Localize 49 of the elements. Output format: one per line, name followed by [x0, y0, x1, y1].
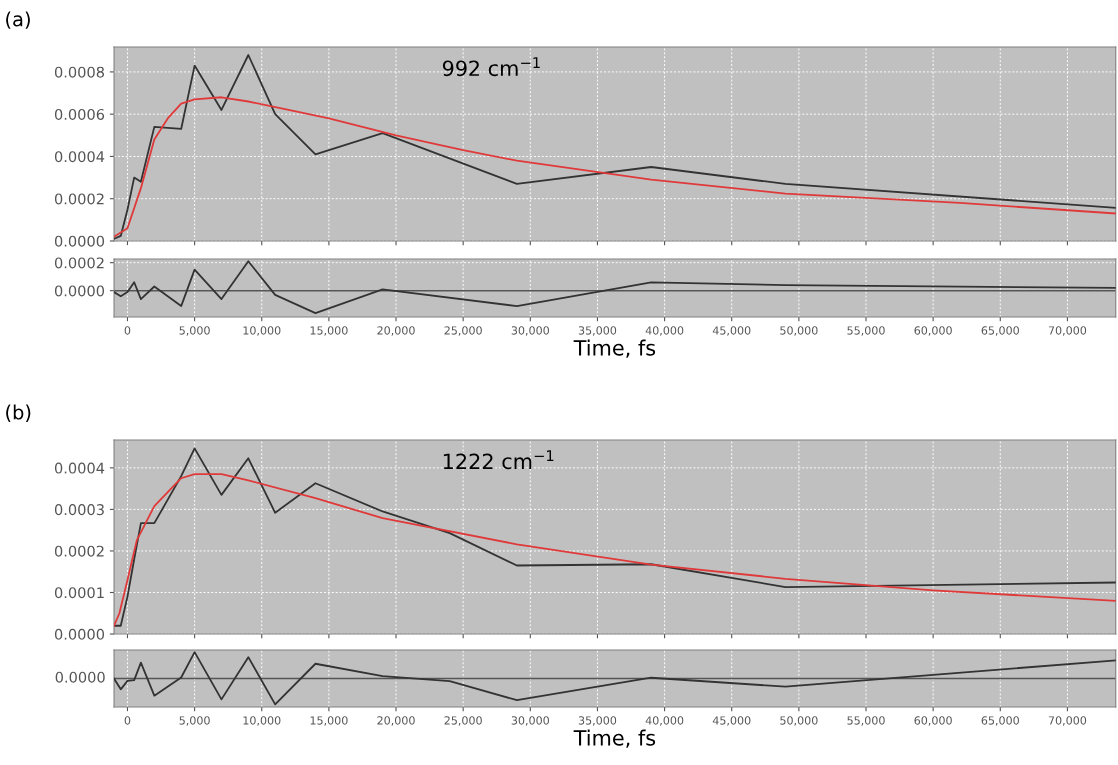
x-tick-label: 15,000 — [310, 716, 348, 726]
y-tick-label: 0.0001 — [54, 587, 104, 599]
x-tick-label: 0 — [124, 326, 131, 335]
y-tick-label: 0.0006 — [54, 108, 105, 120]
x-tick-label: 55,000 — [847, 716, 885, 726]
x-tick-label: 15,000 — [310, 326, 348, 336]
x-axis-title: Time, fs — [573, 339, 656, 358]
x-tick-label: 10,000 — [243, 716, 281, 726]
y-tick-label: 0.0008 — [54, 66, 105, 78]
y-tick-label: 0.0002 — [54, 257, 104, 269]
x-tick-label: 60,000 — [914, 716, 952, 726]
x-tick-label: 30,000 — [511, 716, 549, 726]
y-tick-label: 0.0004 — [54, 151, 105, 163]
annotation: 992 cm$^{−1}$ — [442, 57, 540, 77]
x-tick-label: 60,000 — [914, 326, 952, 336]
x-tick-label: 25,000 — [444, 326, 482, 336]
line-series — [114, 96, 1116, 238]
y-tick-label: 0.0002 — [54, 545, 104, 557]
x-tick-label: 70,000 — [1048, 716, 1087, 726]
x-tick-label: 5,000 — [179, 716, 210, 726]
y-tick-label: 0.0002 — [54, 193, 104, 205]
y-tick-label: 0.0004 — [54, 462, 105, 474]
x-tick-label: 50,000 — [780, 326, 818, 336]
y-tick-label: 0.0000 — [54, 628, 105, 640]
annotation: 1222 cm$^{−1}$ — [443, 450, 554, 470]
chart-title: (a) — [6, 11, 30, 29]
x-tick-label: 35,000 — [578, 716, 617, 726]
x-tick-label: 10,000 — [243, 326, 281, 336]
x-tick-label: 25,000 — [444, 716, 482, 726]
x-tick-label: 20,000 — [377, 716, 415, 726]
x-tick-label: 65,000 — [981, 326, 1019, 336]
x-tick-label: 5,000 — [179, 326, 210, 336]
y-tick-label: 0.0003 — [54, 504, 104, 516]
x-axis-title: Time, fs — [573, 729, 656, 748]
x-tick-label: 45,000 — [712, 326, 751, 336]
x-tick-label: 70,000 — [1048, 326, 1087, 336]
x-tick-label: 50,000 — [780, 716, 818, 726]
y-tick-label: 0.0000 — [54, 285, 105, 297]
x-tick-label: 0 — [124, 716, 131, 725]
x-tick-label: 35,000 — [578, 326, 617, 336]
x-tick-label: 65,000 — [981, 716, 1019, 726]
x-tick-label: 45,000 — [712, 716, 751, 726]
chart-title: (b) — [6, 404, 31, 422]
y-tick-label: 0.0000 — [54, 235, 105, 247]
x-tick-label: 30,000 — [511, 326, 549, 336]
x-tick-label: 55,000 — [847, 326, 885, 336]
x-tick-label: 40,000 — [645, 326, 684, 336]
x-tick-label: 40,000 — [645, 716, 684, 726]
x-tick-label: 20,000 — [377, 326, 415, 336]
